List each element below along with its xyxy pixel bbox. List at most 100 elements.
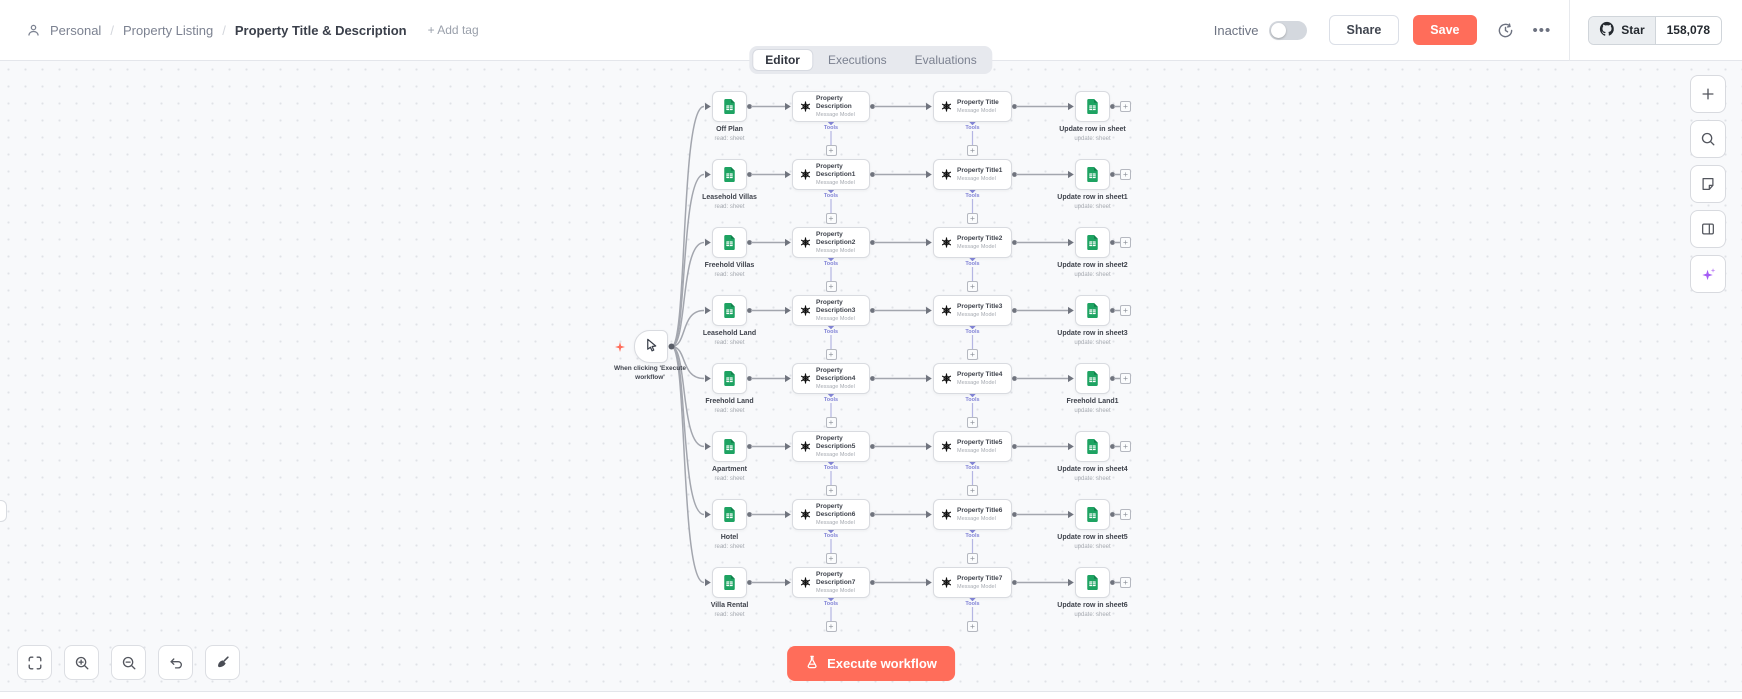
sheet-source-node[interactable] xyxy=(712,295,747,326)
sheet-source-node-label: Apartment read: sheet xyxy=(711,466,747,482)
add-next-node-plus-button[interactable]: + xyxy=(1120,101,1131,112)
execute-workflow-label: Execute workflow xyxy=(827,656,937,671)
plus-icon xyxy=(1700,86,1716,102)
add-tool-plus-button[interactable]: + xyxy=(967,145,978,156)
undo-button[interactable] xyxy=(158,645,193,680)
ai-title-node[interactable]: Property Title4 Message Model xyxy=(933,363,1012,394)
sheet-source-node-label: Off Plan read: sheet xyxy=(714,126,745,142)
workflow-title[interactable]: Property Title & Description xyxy=(234,22,407,38)
add-next-node-plus-button[interactable]: + xyxy=(1120,305,1131,316)
add-tool-plus-button[interactable]: + xyxy=(967,621,978,632)
sheet-update-node-label: Update row in sheet2 update: sheet xyxy=(1057,262,1128,278)
layout-button[interactable] xyxy=(1690,210,1726,248)
add-tool-plus-button[interactable]: + xyxy=(967,213,978,224)
add-tool-plus-button[interactable]: + xyxy=(825,145,837,156)
add-tool-plus-button[interactable]: + xyxy=(825,621,837,632)
add-tool-plus-button[interactable]: + xyxy=(825,417,837,428)
add-tag-button[interactable]: + Add tag xyxy=(427,23,479,37)
breadcrumb-separator: / xyxy=(222,22,226,38)
manual-trigger-node[interactable] xyxy=(634,330,668,363)
sheet-update-node[interactable] xyxy=(1075,227,1110,258)
sheet-source-node[interactable] xyxy=(712,91,747,122)
tools-connector-label: Tools xyxy=(818,601,844,607)
sheet-update-node-label: Update row in sheet update: sheet xyxy=(1059,126,1126,142)
zoom-in-button[interactable] xyxy=(64,645,99,680)
execute-workflow-button[interactable]: Execute workflow xyxy=(787,646,955,681)
sticky-note-button[interactable] xyxy=(1690,165,1726,203)
ai-description-node[interactable]: Property Description4 Message Model xyxy=(792,363,870,394)
zoom-in-icon xyxy=(74,655,90,671)
sheet-source-node[interactable] xyxy=(712,567,747,598)
add-tool-plus-button[interactable]: + xyxy=(825,213,837,224)
sheet-update-node[interactable] xyxy=(1075,159,1110,190)
ai-description-node[interactable]: Property Description5 Message Model xyxy=(792,431,870,462)
add-tool-plus-button[interactable]: + xyxy=(967,553,978,564)
sheet-update-node[interactable] xyxy=(1075,363,1110,394)
add-tool-plus-button[interactable]: + xyxy=(967,417,978,428)
add-next-node-plus-button[interactable]: + xyxy=(1120,373,1131,384)
fit-view-button[interactable] xyxy=(17,645,52,680)
add-next-node-plus-button[interactable]: + xyxy=(1120,441,1131,452)
ai-title-node[interactable]: Property Title7 Message Model xyxy=(933,567,1012,598)
add-next-node-plus-button[interactable]: + xyxy=(1120,577,1131,588)
ai-title-node[interactable]: Property Title1 Message Model xyxy=(933,159,1012,190)
sheet-update-node[interactable] xyxy=(1075,295,1110,326)
ai-title-node[interactable]: Property Title5 Message Model xyxy=(933,431,1012,462)
sheet-source-node[interactable] xyxy=(712,363,747,394)
tools-connector-label: Tools xyxy=(959,125,986,131)
tools-connector-label: Tools xyxy=(818,465,844,471)
add-next-node-plus-button[interactable]: + xyxy=(1120,169,1131,180)
ai-title-node[interactable]: Property Title Message Model xyxy=(933,91,1012,122)
add-tool-plus-button[interactable]: + xyxy=(825,485,837,496)
activation-toggle[interactable] xyxy=(1268,20,1307,40)
breadcrumb-owner[interactable]: Personal xyxy=(50,22,102,38)
add-node-button[interactable] xyxy=(1690,75,1726,113)
sheet-source-node[interactable] xyxy=(712,159,747,190)
add-tool-plus-button[interactable]: + xyxy=(825,349,837,360)
add-next-node-plus-button[interactable]: + xyxy=(1120,237,1131,248)
sheet-update-node[interactable] xyxy=(1075,567,1110,598)
add-tool-plus-button[interactable]: + xyxy=(825,281,837,292)
tab-editor[interactable]: Editor xyxy=(752,49,813,71)
share-button[interactable]: Share xyxy=(1328,15,1400,45)
github-star-widget[interactable]: Star 158,078 xyxy=(1588,15,1722,45)
zoom-out-icon xyxy=(121,655,137,671)
ai-description-node[interactable]: Property Description6 Message Model xyxy=(792,499,870,530)
left-panel-handle[interactable] xyxy=(0,500,7,522)
history-icon[interactable] xyxy=(1493,17,1519,43)
more-dots-icon[interactable]: ••• xyxy=(1532,21,1552,39)
ai-description-node[interactable]: Property Description2 Message Model xyxy=(792,227,870,258)
ai-description-node[interactable]: Property Description7 Message Model xyxy=(792,567,870,598)
ai-description-node[interactable]: Property Description3 Message Model xyxy=(792,295,870,326)
add-tool-plus-button[interactable]: + xyxy=(967,485,978,496)
tools-connector-label: Tools xyxy=(959,261,986,267)
zoom-out-button[interactable] xyxy=(111,645,146,680)
tab-evaluations[interactable]: Evaluations xyxy=(914,53,977,67)
ai-description-node[interactable]: Property Description Message Model xyxy=(792,91,870,122)
add-tool-plus-button[interactable]: + xyxy=(967,349,978,360)
sheet-update-node-label: Update row in sheet1 update: sheet xyxy=(1057,194,1128,210)
ai-title-node[interactable]: Property Title6 Message Model xyxy=(933,499,1012,530)
sheet-source-node[interactable] xyxy=(712,431,747,462)
sheet-source-node[interactable] xyxy=(712,227,747,258)
tidy-up-button[interactable] xyxy=(205,645,240,680)
tab-executions[interactable]: Executions xyxy=(827,53,887,67)
save-button[interactable]: Save xyxy=(1413,15,1477,45)
sheet-update-node[interactable] xyxy=(1075,431,1110,462)
ai-title-node[interactable]: Property Title3 Message Model xyxy=(933,295,1012,326)
sheet-update-node-label: Update row in sheet4 update: sheet xyxy=(1057,466,1128,482)
add-next-node-plus-button[interactable]: + xyxy=(1120,509,1131,520)
add-tool-plus-button[interactable]: + xyxy=(825,553,837,564)
sheet-update-node[interactable] xyxy=(1075,91,1110,122)
ai-assistant-button[interactable] xyxy=(1690,255,1726,293)
add-tool-plus-button[interactable]: + xyxy=(967,281,978,292)
sheet-update-node[interactable] xyxy=(1075,499,1110,530)
ai-description-node[interactable]: Property Description1 Message Model xyxy=(792,159,870,190)
canvas-bottom-edge xyxy=(0,691,1742,699)
ai-title-node[interactable]: Property Title2 Message Model xyxy=(933,227,1012,258)
breadcrumb-project[interactable]: Property Listing xyxy=(122,22,214,38)
sheet-source-node[interactable] xyxy=(712,499,747,530)
search-button[interactable] xyxy=(1690,120,1726,158)
workflow-canvas[interactable]: Off Plan read: sheet Property Description M… xyxy=(0,61,1742,699)
